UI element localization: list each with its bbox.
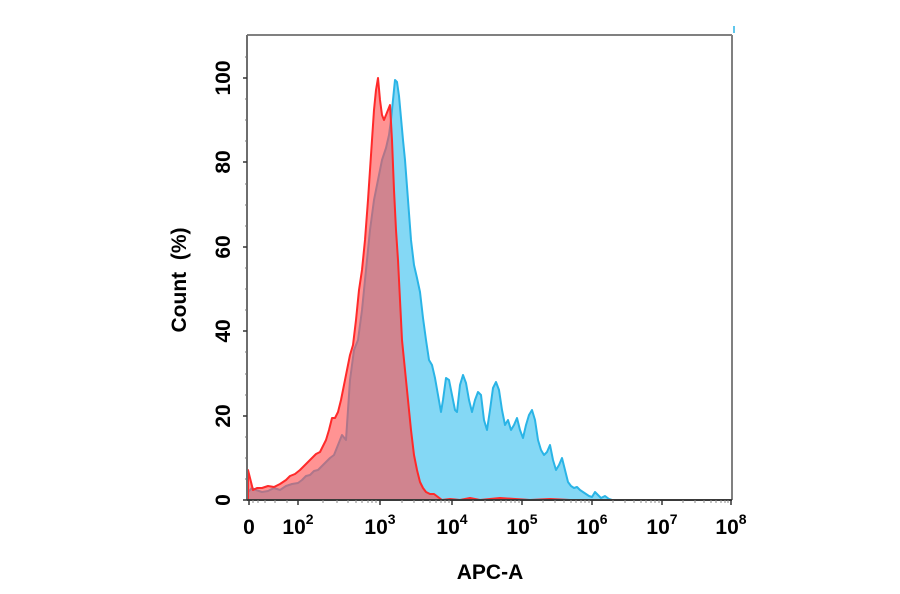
y-axis — [243, 56, 247, 501]
x-tick-1e7: 107 — [646, 511, 677, 539]
x-tick-labels: 0 102 103 104 105 106 107 108 — [243, 511, 747, 539]
x-tick-1e6: 106 — [576, 511, 607, 539]
y-tick-40: 40 — [212, 319, 235, 342]
x-tick-1e3: 103 — [364, 511, 395, 539]
y-axis-title: Count (%) — [168, 228, 191, 333]
y-tick-labels: 0 20 40 60 80 100 — [212, 60, 235, 505]
plot-area — [246, 26, 735, 501]
x-tick-1e8: 108 — [715, 511, 746, 539]
y-tick-0: 0 — [212, 494, 235, 506]
x-tick-1e2: 102 — [282, 511, 313, 539]
x-tick-1e5: 105 — [506, 511, 537, 539]
x-tick-1e4: 104 — [436, 511, 467, 539]
x-tick-0: 0 — [243, 516, 255, 539]
y-tick-80: 80 — [212, 150, 235, 173]
x-minor-ticks — [252, 500, 729, 503]
y-tick-100: 100 — [212, 60, 235, 95]
y-tick-20: 20 — [212, 404, 235, 427]
x-axis — [248, 500, 732, 505]
red-histogram — [247, 77, 571, 501]
x-axis-title: APC-A — [457, 561, 524, 584]
y-tick-60: 60 — [212, 235, 235, 258]
